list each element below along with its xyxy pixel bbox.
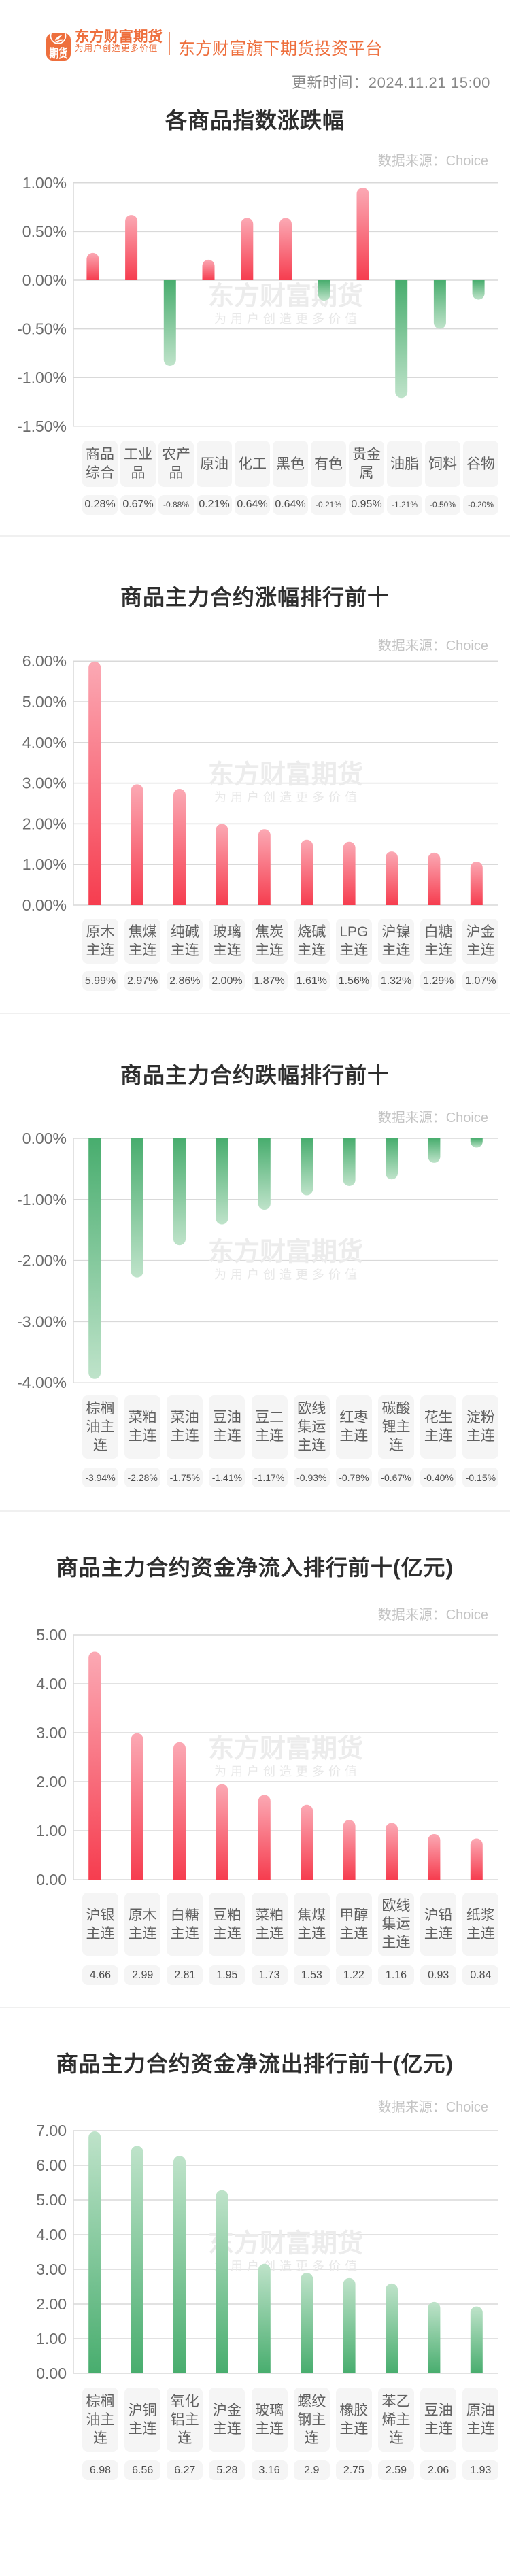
svg-text:6.00: 6.00 — [36, 2156, 67, 2174]
svg-text:6.00%: 6.00% — [22, 652, 67, 670]
svg-text:-0.50%: -0.50% — [17, 320, 67, 338]
svg-text:1.00: 1.00 — [36, 1822, 67, 1840]
svg-text:为用户创造更多价值: 为用户创造更多价值 — [214, 1268, 361, 1282]
svg-text:0.00%: 0.00% — [22, 271, 67, 289]
svg-text:4.00: 4.00 — [36, 1675, 67, 1693]
svg-text:为用户创造更多价值: 为用户创造更多价值 — [214, 1765, 361, 1778]
svg-text:0.00: 0.00 — [36, 1871, 67, 1888]
svg-text:1.00%: 1.00% — [22, 855, 67, 873]
svg-text:为用户创造更多价值: 为用户创造更多价值 — [214, 312, 361, 326]
svg-text:期货: 期货 — [50, 46, 68, 61]
svg-text:为用户创造更多价值: 为用户创造更多价值 — [214, 791, 361, 804]
svg-text:东方财富期货: 东方财富期货 — [208, 1734, 363, 1763]
svg-text:东方财富期货: 东方财富期货 — [208, 2229, 363, 2258]
svg-text:7.00: 7.00 — [36, 2122, 67, 2139]
svg-text:-1.50%: -1.50% — [17, 418, 67, 435]
svg-text:东方财富期货: 东方财富期货 — [208, 760, 363, 790]
svg-text:5.00: 5.00 — [36, 1626, 67, 1644]
svg-text:0.00%: 0.00% — [22, 1130, 67, 1147]
svg-text:-3.00%: -3.00% — [17, 1312, 67, 1330]
svg-text:1.00: 1.00 — [36, 2330, 67, 2348]
svg-text:东方财富期货: 东方财富期货 — [208, 1238, 363, 1267]
svg-text:3.00%: 3.00% — [22, 775, 67, 792]
svg-text:-1.00%: -1.00% — [17, 1191, 67, 1208]
svg-text:东方财富期货: 东方财富期货 — [208, 282, 363, 311]
svg-text:3.00: 3.00 — [36, 1724, 67, 1742]
svg-text:0.00: 0.00 — [36, 2365, 67, 2382]
svg-text:2.00%: 2.00% — [22, 815, 67, 832]
svg-text:-4.00%: -4.00% — [17, 1374, 67, 1391]
svg-text:-2.00%: -2.00% — [17, 1252, 67, 1270]
svg-text:1.00%: 1.00% — [22, 174, 67, 192]
svg-text:2.00: 2.00 — [36, 2295, 67, 2313]
svg-text:为用户创造更多价值: 为用户创造更多价值 — [214, 2260, 361, 2273]
svg-text:3.00: 3.00 — [36, 2260, 67, 2278]
svg-text:2.00: 2.00 — [36, 1773, 67, 1791]
svg-text:4.00%: 4.00% — [22, 734, 67, 751]
svg-text:4.00: 4.00 — [36, 2226, 67, 2243]
svg-text:5.00: 5.00 — [36, 2191, 67, 2209]
svg-text:5.00%: 5.00% — [22, 693, 67, 711]
svg-text:-1.00%: -1.00% — [17, 369, 67, 386]
svg-text:0.00%: 0.00% — [22, 896, 67, 914]
svg-text:0.50%: 0.50% — [22, 222, 67, 240]
